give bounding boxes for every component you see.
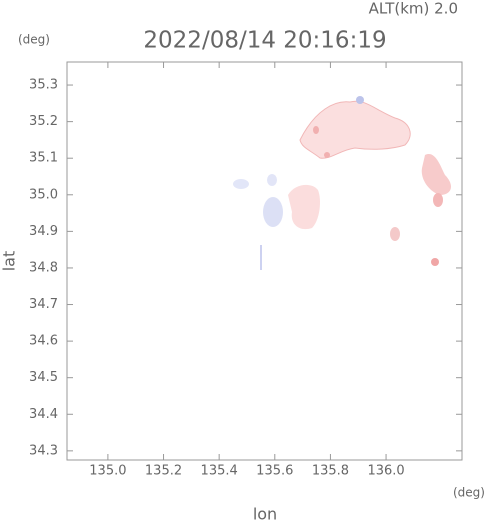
y-tick-label: 34.7: [29, 297, 58, 312]
echo-area: [299, 100, 411, 159]
y-tick-label: 35.0: [29, 187, 58, 202]
echo-region: [233, 96, 452, 270]
echo-area: [431, 258, 439, 266]
echo-area: [263, 197, 283, 227]
echo-area: [233, 179, 249, 189]
echo-area: [421, 154, 452, 195]
x-axis-title: lon: [253, 505, 277, 521]
echo-area: [260, 245, 262, 270]
x-tick-label: 135.4: [201, 464, 238, 479]
x-tick-label: 135.0: [89, 464, 126, 479]
plot-frame: [66, 61, 463, 461]
altitude-label: ALT(km) 2.0: [369, 0, 458, 18]
y-tick-label: 34.6: [29, 334, 58, 349]
y-tick-label: 34.9: [29, 224, 58, 239]
chart-title: 2022/08/14 20:16:19: [143, 28, 386, 54]
echo-area: [313, 126, 319, 134]
echo-area: [288, 184, 320, 230]
echo-area: [433, 193, 443, 207]
y-tick-label: 35.1: [29, 151, 58, 166]
y-tick-label: 34.5: [29, 370, 58, 385]
y-tick-label: 34.8: [29, 260, 58, 275]
echo-area: [390, 227, 400, 241]
x-unit: (deg): [453, 486, 485, 500]
y-tick-label: 35.2: [29, 114, 58, 129]
y-unit: (deg): [18, 33, 50, 47]
y-tick-label: 34.4: [29, 407, 58, 422]
x-tick-label: 135.2: [145, 464, 182, 479]
x-tick-label: 135.8: [312, 464, 349, 479]
y-tick-label: 35.3: [29, 78, 58, 93]
y-axis-title: lat: [0, 251, 19, 272]
echo-area: [324, 152, 330, 158]
x-tick-label: 135.6: [256, 464, 293, 479]
x-tick-label: 136.0: [367, 464, 404, 479]
echo-area: [267, 174, 277, 186]
y-tick-label: 34.3: [29, 443, 58, 458]
echo-area: [356, 96, 364, 104]
